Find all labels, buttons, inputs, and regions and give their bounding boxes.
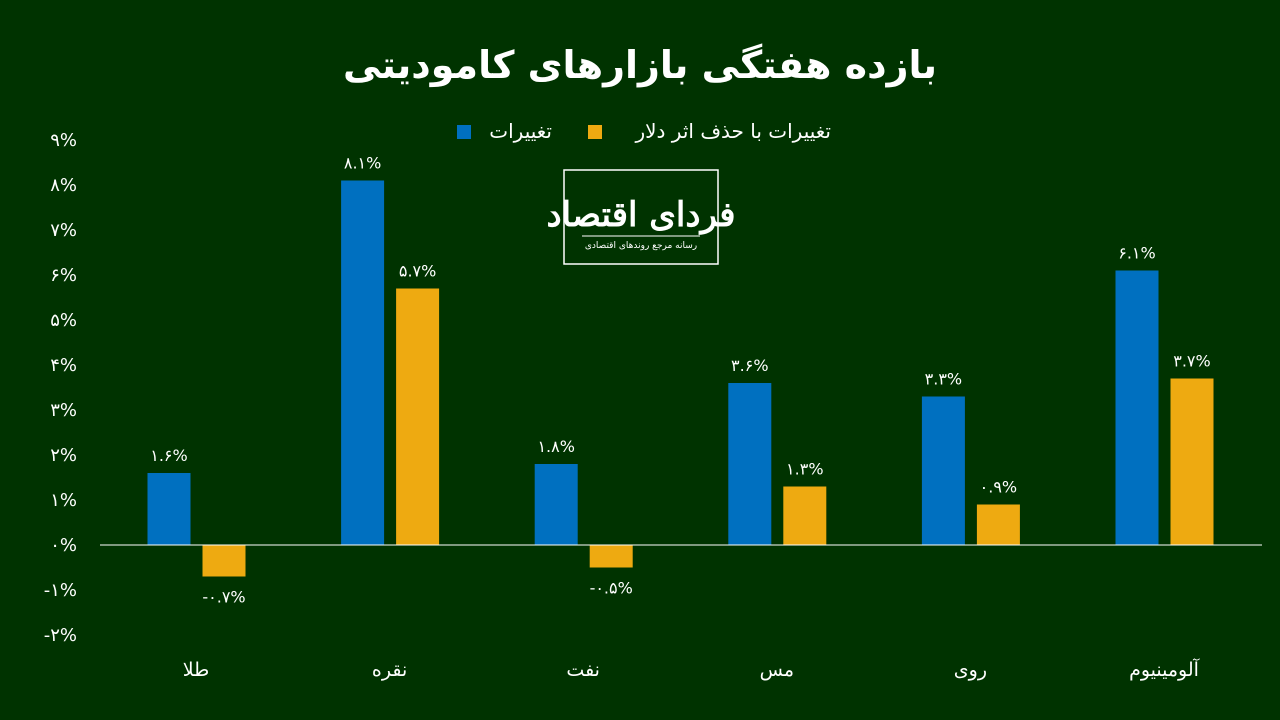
bar-series-2-1 <box>396 288 440 545</box>
category-label-1: نقره <box>372 659 407 681</box>
logo-frame <box>563 169 719 265</box>
category-label-5: آلومینیوم <box>1129 657 1200 681</box>
data-label-series-2-5: ۳.۷% <box>1173 352 1210 371</box>
y-tick-label: ۱% <box>50 490 77 511</box>
y-tick-label: -۲% <box>44 625 77 646</box>
category-labels: طلا نقره نفت مس روی آلومینیوم <box>183 657 1200 681</box>
bar-series-1-2 <box>534 464 578 545</box>
category-label-3: مس <box>760 659 794 681</box>
y-tick-label: ۷% <box>50 220 77 241</box>
bar-series-1-0 <box>147 473 191 545</box>
y-tick-label: ۹% <box>50 130 77 151</box>
legend-label-series-1: تغییرات <box>489 119 552 143</box>
data-label-series-1-4: ۳.۳% <box>925 370 962 389</box>
y-tick-label: ۸% <box>50 175 77 196</box>
category-label-4: روی <box>954 659 987 681</box>
data-label-series-1-0: ۱.۶% <box>150 446 187 465</box>
legend-swatch-series-2 <box>588 125 602 139</box>
data-label-series-1-2: ۱.۸% <box>537 437 574 456</box>
y-tick-label: -۱% <box>44 580 77 601</box>
data-label-series-1-1: ۸.۱% <box>344 154 381 173</box>
logo-name: فردای اقتصاد <box>547 195 736 235</box>
y-tick-label: ۳% <box>50 400 77 421</box>
category-label-0: طلا <box>183 659 209 681</box>
bar-series-1-3 <box>728 383 772 545</box>
bar-series-1-1 <box>341 180 385 545</box>
bar-series-2-5 <box>1170 378 1214 545</box>
y-tick-label: ۲% <box>50 445 77 466</box>
y-tick-label: ۶% <box>50 265 77 286</box>
data-label-series-2-2: -۰.۵% <box>590 579 633 598</box>
data-label-series-2-3: ۱.۳% <box>786 460 823 479</box>
logo: فردای اقتصاد رسانه مرجع روندهای اقتصادی <box>547 169 736 265</box>
y-tick-label: ۰% <box>50 535 77 556</box>
bar-series-2-2 <box>589 545 633 568</box>
logo-tagline: رسانه مرجع روندهای اقتصادی <box>585 241 697 251</box>
data-label-series-2-4: ۰.۹% <box>980 478 1017 497</box>
data-label-series-2-1: ۵.۷% <box>399 262 436 281</box>
data-label-series-1-5: ۶.۱% <box>1118 244 1155 263</box>
bar-series-2-4 <box>976 504 1020 545</box>
legend-swatch-series-1 <box>457 125 471 139</box>
bar-series-1-4 <box>921 396 965 545</box>
chart-title: بازده هفتگی بازارهای کامودیتی <box>343 43 937 87</box>
y-tick-label: ۴% <box>50 355 77 376</box>
y-tick-label: ۵% <box>50 310 77 331</box>
data-labels: ۱.۶% -۰.۷% ۸.۱% ۵.۷% ۱.۸% -۰.۵% ۳.۶% ۱.۳% ۳.۳% ۰.… <box>150 154 1210 607</box>
bar-series-2-0 <box>202 545 246 577</box>
legend: تغییرات تغییرات با حذف اثر دلار <box>457 119 831 143</box>
data-label-series-1-3: ۳.۶% <box>731 356 768 375</box>
category-label-2: نفت <box>566 659 600 681</box>
y-axis: ۹% ۸% ۷% ۶% ۵% ۴% ۳% ۲% ۱% ۰% -۱% -۲% <box>44 130 77 646</box>
data-label-series-2-0: -۰.۷% <box>202 588 245 607</box>
bars <box>147 180 1214 577</box>
bar-series-2-3 <box>783 486 827 545</box>
legend-label-series-2: تغییرات با حذف اثر دلار <box>634 119 831 143</box>
bar-series-1-5 <box>1115 270 1159 545</box>
